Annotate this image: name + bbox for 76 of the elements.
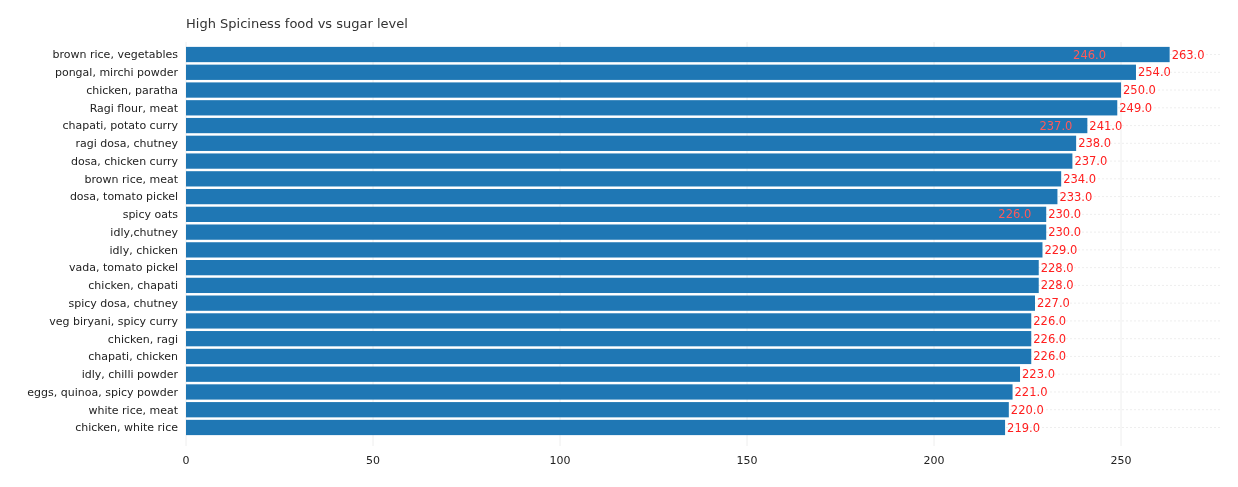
bar xyxy=(186,277,1039,294)
bar xyxy=(186,171,1062,187)
y-tick-label: chicken, ragi xyxy=(107,332,178,346)
bar xyxy=(186,64,1136,80)
bar xyxy=(186,82,1122,98)
y-tick-label: idly, chilli powder xyxy=(81,368,179,382)
bar xyxy=(186,135,1077,151)
annotation: 246.0 xyxy=(1073,47,1107,62)
y-tick-label: eggs, quinoa, spicy powder xyxy=(27,385,179,399)
data-label: 233.0 xyxy=(1059,189,1093,204)
data-label: 226.0 xyxy=(1033,331,1067,346)
y-tick-label: chapati, chicken xyxy=(88,350,179,364)
data-label: 228.0 xyxy=(1040,278,1074,293)
bar xyxy=(186,46,1170,63)
bar xyxy=(186,242,1043,258)
bar xyxy=(186,366,1021,382)
bar xyxy=(186,402,1009,418)
x-tick-label: 100 xyxy=(549,454,571,467)
y-tick-label: veg biryani, spicy curry xyxy=(49,314,179,328)
y-tick-label: chicken, paratha xyxy=(86,83,178,97)
y-tick-label: ragi dosa, chutney xyxy=(75,137,179,151)
data-label: 227.0 xyxy=(1037,296,1070,311)
data-label: 226.0 xyxy=(1033,313,1067,328)
x-tick-label: 150 xyxy=(736,454,758,467)
y-tick-label: idly,chutney xyxy=(110,225,179,239)
data-label: 241.0 xyxy=(1089,118,1123,133)
y-tick-label: chicken, chapati xyxy=(88,279,178,293)
x-tick-label: 250 xyxy=(1110,454,1132,467)
y-tick-label: brown rice, vegetables xyxy=(52,48,179,62)
y-tick-label: brown rice, meat xyxy=(84,172,179,186)
data-label: 230.0 xyxy=(1048,225,1082,240)
bar xyxy=(186,117,1088,134)
y-tick-label: spicy dosa, chutney xyxy=(68,297,179,311)
data-label: 250.0 xyxy=(1123,83,1156,98)
data-label: 234.0 xyxy=(1063,171,1097,186)
data-label: 223.0 xyxy=(1022,367,1055,382)
bar xyxy=(186,384,1013,400)
bar xyxy=(186,224,1047,240)
bar xyxy=(186,295,1035,311)
annotation: 237.0 xyxy=(1039,118,1073,133)
data-label: 219.0 xyxy=(1007,420,1041,435)
data-label: 229.0 xyxy=(1044,242,1078,257)
data-label: 220.0 xyxy=(1010,402,1044,417)
x-tick-label: 50 xyxy=(366,454,380,467)
y-tick-label: spicy oats xyxy=(122,208,179,222)
data-label: 254.0 xyxy=(1137,65,1171,80)
annotation: 226.0 xyxy=(998,207,1032,222)
y-tick-label: dosa, tomato pickel xyxy=(69,190,178,204)
bar xyxy=(186,100,1118,116)
bar xyxy=(186,188,1058,205)
data-label: 238.0 xyxy=(1078,136,1112,151)
y-tick-label: chicken, white rice xyxy=(75,421,179,435)
bar xyxy=(186,153,1073,169)
y-tick-label: pongal, mirchi powder xyxy=(54,66,179,80)
y-tick-label: white rice, meat xyxy=(88,403,179,417)
data-label: 237.0 xyxy=(1074,154,1108,169)
x-tick-label: 0 xyxy=(182,454,190,467)
bar xyxy=(186,313,1032,329)
data-label: 230.0 xyxy=(1048,207,1082,222)
y-tick-label: Ragi flour, meat xyxy=(89,101,179,115)
y-tick-label: chapati, potato curry xyxy=(62,119,179,133)
data-label: 249.0 xyxy=(1119,100,1153,115)
data-label: 263.0 xyxy=(1171,47,1205,62)
data-label: 228.0 xyxy=(1040,260,1074,275)
y-tick-label: dosa, chicken curry xyxy=(71,154,179,168)
bar xyxy=(186,331,1032,347)
chart-title: High Spiciness food vs sugar level xyxy=(186,16,408,31)
data-label: 226.0 xyxy=(1033,349,1067,364)
y-tick-label: idly, chicken xyxy=(109,243,179,257)
bar xyxy=(186,206,1047,222)
x-tick-label: 200 xyxy=(923,454,945,467)
bar xyxy=(186,260,1039,276)
bar xyxy=(186,419,1006,436)
data-label: 221.0 xyxy=(1014,384,1048,399)
bar xyxy=(186,348,1032,365)
y-tick-label: vada, tomato pickel xyxy=(69,261,178,275)
